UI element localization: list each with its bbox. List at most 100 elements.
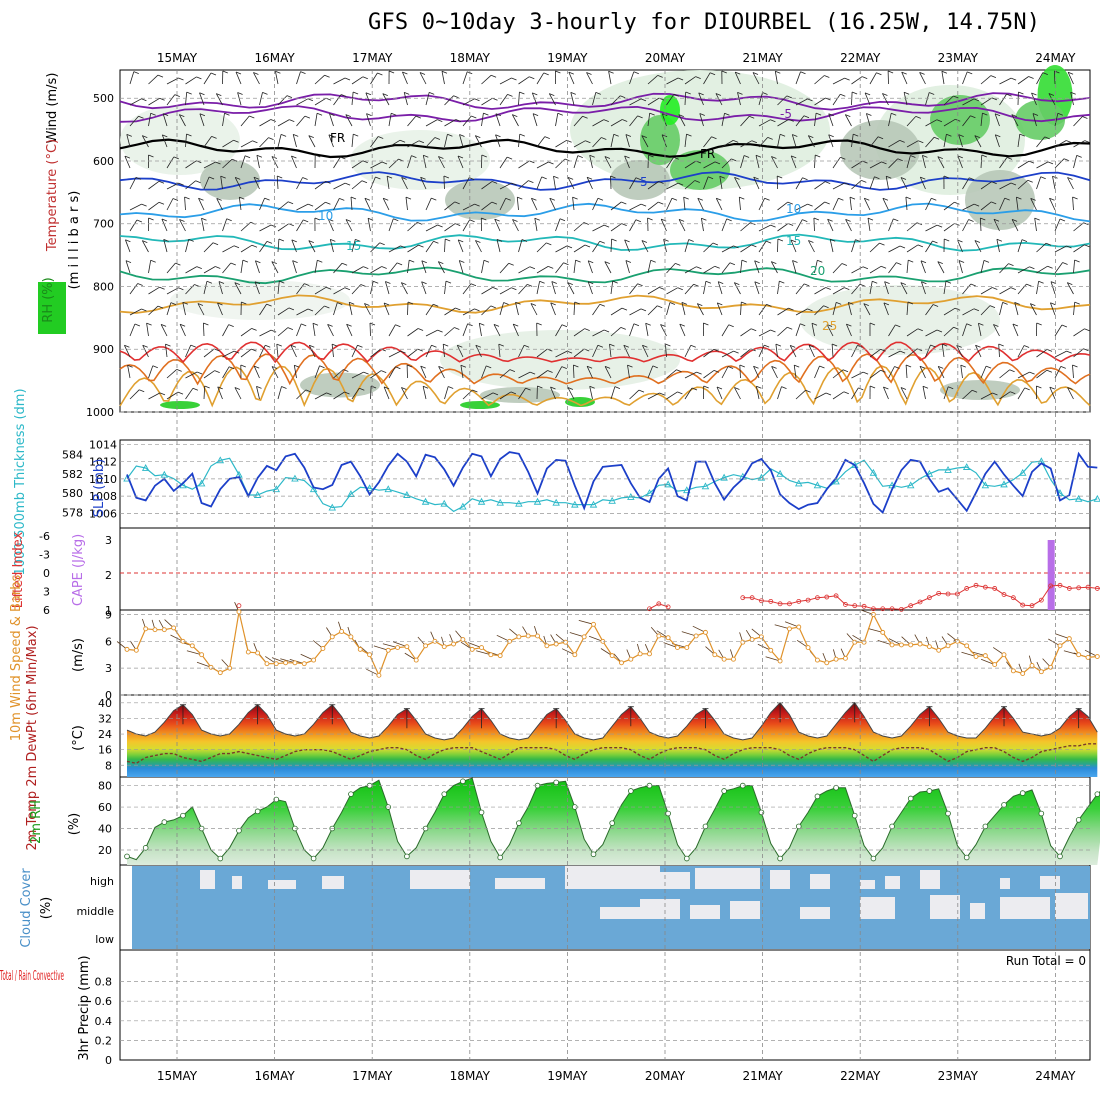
wind-barb (407, 244, 419, 253)
wind-barb (308, 135, 314, 138)
wind-barb (771, 261, 777, 264)
wind-barb (629, 308, 642, 316)
wind-barb (407, 328, 419, 337)
wind-barb (739, 364, 741, 379)
wind-barb (492, 392, 499, 396)
wind-barb (407, 115, 417, 127)
wind-barb (490, 74, 497, 78)
wind-barb (684, 91, 687, 106)
wind-barb (142, 344, 148, 348)
wind-barb (699, 113, 704, 127)
wind-barb (758, 119, 771, 127)
thickness-point (1093, 494, 1100, 502)
wind-barb (623, 344, 629, 348)
wind-barb (660, 324, 667, 337)
wind-barb (481, 365, 487, 379)
wind-speed-point (553, 641, 559, 647)
lifted-index-point (954, 591, 960, 597)
wind-barb (754, 281, 760, 285)
wind-barb (222, 158, 233, 169)
wind-barb (256, 154, 263, 158)
wind-barb (163, 239, 168, 253)
wind-barb (956, 345, 963, 358)
wind-barb (129, 115, 139, 127)
wind-barb (518, 134, 521, 148)
lifted-index-point (1010, 595, 1016, 601)
wind-barb (218, 281, 223, 295)
wind-barb (661, 113, 667, 127)
wind-barb (462, 323, 468, 337)
wind-barb (361, 180, 368, 184)
wind-barb (457, 344, 463, 348)
lifted-index-point (1066, 586, 1072, 591)
wind-barb (777, 238, 784, 242)
wind-barb (532, 92, 538, 96)
cloud-mid-gap (730, 901, 760, 919)
wind-barb (791, 155, 797, 159)
thickness-point (627, 492, 635, 500)
wind-barb (693, 283, 699, 287)
wind-barb (721, 158, 732, 169)
wind-barb (638, 389, 645, 393)
rh-point (1038, 810, 1045, 817)
page-title: GFS 0~10day 3-hourly for DIOURBEL (16.25… (368, 10, 1041, 35)
wind-barb (629, 115, 638, 127)
wind-barb (407, 301, 414, 305)
wind-barb (895, 324, 901, 328)
slp-axis-label: SLP (mb) (92, 459, 107, 518)
wind-barb (691, 387, 698, 391)
lifted-index-point (1029, 603, 1035, 609)
wind-barb (253, 72, 260, 85)
wind-barb (629, 323, 635, 337)
wind-barb (429, 92, 435, 95)
wind-barb (589, 386, 593, 400)
rh-point (665, 810, 671, 817)
wind-barb (609, 343, 615, 347)
wind-barb (624, 155, 630, 159)
wind-barb (329, 113, 334, 127)
wind-barb (727, 366, 734, 369)
wind-barb (707, 176, 714, 180)
wind-barb (296, 177, 303, 190)
wind-barb (792, 134, 798, 137)
wind-barb (613, 133, 619, 137)
wind-barb (314, 97, 327, 106)
wind-barb (930, 344, 936, 348)
wind-barb (740, 140, 753, 148)
wind-barb (173, 156, 179, 160)
wind-speed-point (236, 609, 242, 615)
wind-barb (333, 262, 343, 274)
wind-barb (314, 260, 318, 274)
wind-barb (519, 91, 525, 95)
wind-barb (808, 240, 815, 253)
wind-barb (510, 391, 517, 395)
wind-barb (382, 198, 390, 211)
wind-barb (315, 154, 321, 158)
wind-barb (481, 217, 487, 221)
run-total: Run Total = 0 (1006, 954, 1086, 968)
wind-barb (733, 282, 741, 295)
thickness-point (533, 497, 542, 505)
wind-speed-point (749, 637, 755, 642)
cloud-high-gap (860, 880, 875, 889)
wind-barb (610, 281, 614, 295)
wind-barb (1084, 140, 1090, 143)
wind-barb (825, 287, 831, 290)
lifted-index-point (740, 595, 746, 601)
wind-barb (253, 176, 260, 180)
wind-barb (584, 328, 590, 331)
wind-barb (499, 94, 508, 106)
wind-barb (1036, 161, 1049, 169)
wind-barb (697, 303, 703, 306)
wind-barb (1083, 348, 1089, 352)
wind-barb (234, 177, 242, 190)
wind-barb (375, 176, 381, 180)
wind-barb (978, 322, 984, 326)
wind-barb (849, 197, 852, 211)
wind-barb (362, 76, 368, 80)
isotherm-label: 20 (810, 264, 825, 278)
wind-barb (359, 387, 365, 391)
wind-speed-point (460, 637, 466, 642)
wind-barb (208, 176, 215, 180)
y-tick-pressure: 600 (93, 155, 114, 168)
